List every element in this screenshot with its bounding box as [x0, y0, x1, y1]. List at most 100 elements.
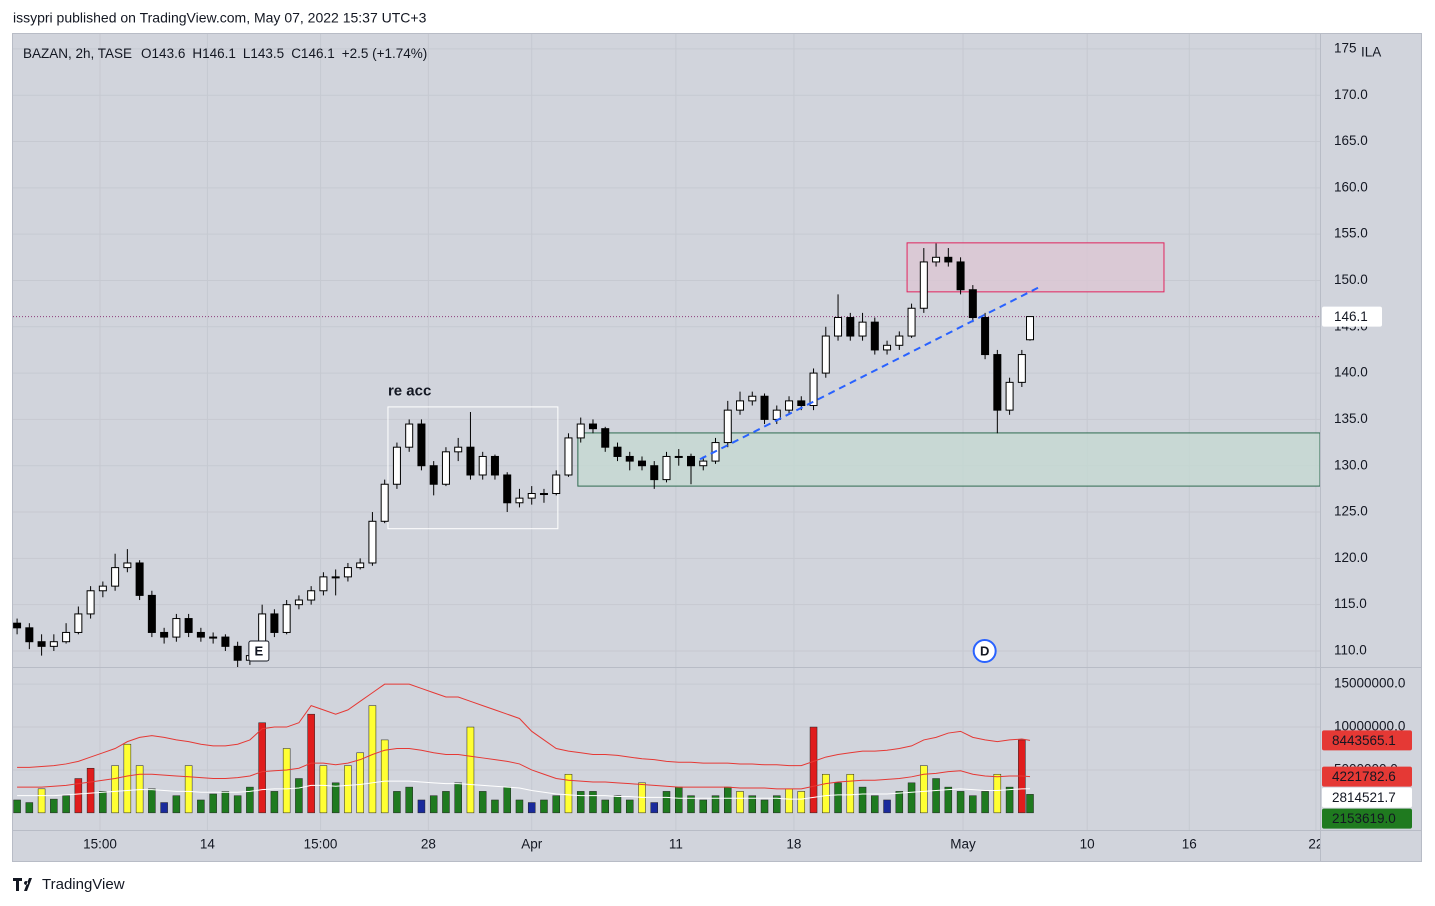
volume-bar — [74, 778, 83, 814]
candle-body — [858, 321, 867, 337]
volume-bar — [748, 795, 757, 814]
candle-body — [662, 455, 671, 481]
candle-body — [111, 567, 120, 587]
volume-bar — [797, 791, 806, 814]
x-tick-label: 11 — [669, 837, 683, 852]
volume-bar — [711, 795, 720, 814]
legend-change: +2.5 (+1.74%) — [342, 46, 428, 61]
volume-bar — [295, 778, 303, 814]
volume-bar — [429, 795, 438, 814]
volume-bar — [270, 791, 279, 814]
volume-badge — [1322, 787, 1412, 808]
candle-body — [356, 562, 365, 569]
volume-tick-label: 10000000.0 — [1334, 719, 1405, 734]
candle-body — [919, 261, 928, 309]
volume-bar — [724, 786, 732, 814]
publish-header: issypri published on TradingView.com, Ma… — [13, 10, 427, 26]
candle-body — [1026, 316, 1035, 341]
candle-body — [392, 446, 401, 485]
candle-body — [270, 613, 279, 633]
candle-body — [221, 636, 230, 647]
x-tick-label: 28 — [421, 837, 436, 852]
y-tick-label: 170.0 — [1334, 87, 1368, 102]
candle-body — [49, 641, 58, 647]
x-tick-label: May — [950, 837, 976, 852]
volume-bar — [368, 705, 377, 814]
volume-bar — [233, 795, 242, 814]
volume-bar — [858, 786, 867, 814]
x-tick-label: Apr — [521, 837, 543, 852]
volume-bar — [576, 791, 585, 814]
volume-bar — [920, 765, 928, 814]
x-tick-label: 14 — [200, 837, 216, 852]
axes: 15:00 14 15:00 28 Apr 11 18 May 10 16 22 175 170.0 16… — [13, 34, 1421, 861]
candle-body — [870, 321, 879, 351]
y-tick-label: 125.0 — [1334, 504, 1368, 519]
volume-badge — [1322, 766, 1412, 787]
candle-body — [944, 256, 953, 263]
volume-bar — [932, 778, 940, 814]
volume-bar — [13, 799, 21, 814]
volume-bar — [675, 786, 683, 814]
volume-bar — [184, 765, 193, 814]
candle-body — [417, 423, 426, 467]
y-tick-label: 130.0 — [1334, 457, 1368, 472]
volume-badge — [1322, 808, 1412, 829]
volume-bar — [466, 726, 475, 814]
volume-bar — [944, 786, 953, 814]
candle-body — [552, 474, 561, 495]
logo-icon — [13, 878, 32, 891]
candle-body — [981, 317, 990, 356]
volume-bar — [895, 791, 904, 814]
x-tick-label: 16 — [1182, 837, 1197, 852]
candle-body — [74, 613, 83, 633]
volume-bar — [589, 791, 597, 814]
volume-bar — [625, 799, 634, 814]
candle-body — [503, 474, 512, 504]
candle-body — [478, 455, 487, 476]
volume-line — [17, 748, 1031, 790]
zone-box — [906, 242, 1165, 293]
candle-body — [1005, 381, 1014, 411]
candle-body — [13, 622, 22, 629]
legend: BAZAN, 2h, TASE O143.6 H146.1 L143.5 C146.1 +… — [23, 46, 427, 61]
volume-bar — [871, 795, 879, 814]
x-tick-label: 22 — [1308, 837, 1323, 852]
x-tick-label: 10 — [1080, 837, 1095, 852]
volume-bar — [1026, 794, 1034, 814]
volume-bar — [846, 773, 855, 814]
candle-body — [883, 344, 892, 351]
volume-bar — [62, 795, 70, 814]
volume-line — [17, 683, 1031, 768]
candle-body — [380, 483, 389, 522]
volume-bar — [993, 773, 1002, 814]
candle-body — [98, 585, 107, 592]
candle-body — [968, 289, 977, 319]
volume-bar — [160, 802, 168, 814]
candle-body — [319, 576, 328, 592]
legend-high: H146.1 — [192, 46, 236, 61]
volume-bar — [515, 799, 524, 814]
y-tick-label: 165.0 — [1334, 133, 1368, 148]
volume-bar — [687, 795, 695, 814]
volume-bar — [442, 791, 450, 814]
volume-badge-label: 8443565.1 — [1332, 733, 1396, 748]
volume-bar — [111, 765, 119, 814]
volume-bar — [699, 799, 708, 814]
volume-bar — [344, 765, 352, 814]
y-tick-label: 160.0 — [1334, 179, 1368, 194]
candle-body — [613, 446, 622, 457]
y-tick-label: 115.0 — [1334, 596, 1367, 611]
volume-bar — [552, 795, 560, 814]
candle-body — [625, 455, 634, 462]
volume-bar — [956, 791, 965, 814]
volume-bar — [760, 799, 769, 814]
volume-badge-label: 4221782.6 — [1332, 769, 1396, 784]
grid — [13, 34, 1320, 830]
volume-bar — [785, 788, 793, 814]
volume-bar — [282, 748, 291, 814]
candle-body — [490, 455, 499, 476]
volume-bar — [221, 791, 230, 814]
